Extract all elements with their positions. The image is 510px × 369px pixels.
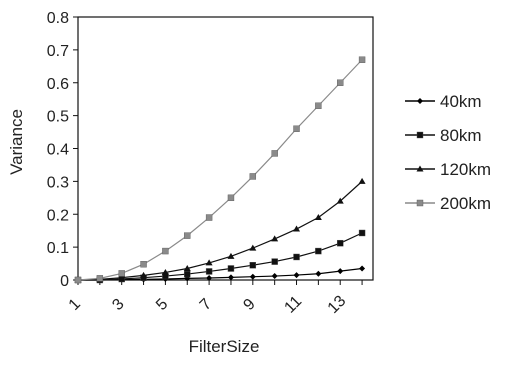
x-tick-label: 7 — [197, 296, 215, 314]
series-line-40km — [78, 267, 363, 281]
data-point-120km — [118, 274, 126, 281]
y-tick-label: 0.1 — [47, 240, 69, 257]
data-point-40km — [293, 272, 300, 279]
y-tick-label: 0 — [60, 273, 69, 290]
y-tick-label: 0.7 — [47, 43, 69, 60]
x-tick-label: 13 — [325, 292, 350, 317]
data-point-120km — [271, 235, 279, 242]
data-point-80km — [227, 265, 235, 272]
data-point-80km — [184, 270, 191, 278]
legend-label-80km: 80km — [440, 126, 482, 145]
data-point-200km — [358, 56, 366, 63]
data-point-80km — [293, 253, 300, 261]
plot-frame — [77, 16, 374, 281]
data-point-200km — [315, 102, 322, 109]
legend: 40km 80km 120km 200km — [405, 92, 491, 213]
data-point-200km — [140, 261, 147, 268]
data-point-200km — [249, 173, 257, 180]
y-axis-label: Variance — [7, 109, 26, 175]
data-point-120km — [358, 177, 366, 184]
data-point-120km — [293, 225, 301, 232]
x-axis-label: FilterSize — [189, 337, 260, 356]
data-point-80km — [358, 229, 366, 237]
data-point-120km — [227, 252, 235, 259]
data-point-200km — [293, 125, 300, 132]
x-tick-label: 1 — [66, 296, 84, 314]
data-point-200km — [271, 150, 278, 157]
data-point-120km — [336, 197, 344, 204]
x-tick-label: 3 — [109, 296, 127, 314]
y-tick-label: 0.5 — [47, 109, 69, 126]
data-point-80km — [315, 247, 322, 255]
data-point-200km — [337, 79, 344, 86]
legend-marker-80km — [416, 131, 424, 139]
series-line-200km — [77, 59, 363, 281]
data-point-120km — [249, 244, 257, 251]
x-tick-label: 11 — [281, 293, 305, 317]
plot-area: 00.10.20.30.40.50.60.70.81 3 5 7 9 11 13 — [47, 10, 374, 317]
legend-marker-40km — [417, 98, 423, 104]
data-point-200km — [118, 270, 125, 277]
y-tick-label: 0.6 — [47, 76, 69, 93]
x-tick-label: 5 — [153, 296, 171, 314]
data-point-120km — [183, 264, 191, 271]
data-point-40km — [206, 275, 213, 282]
data-point-200km — [184, 232, 191, 239]
data-point-120km — [161, 268, 169, 275]
series-line-120km — [77, 180, 363, 281]
data-point-120km — [140, 271, 148, 278]
legend-label-40km: 40km — [440, 92, 482, 111]
series-line-80km — [78, 232, 363, 281]
data-point-40km — [227, 274, 234, 281]
data-point-80km — [337, 239, 344, 247]
data-point-200km — [74, 276, 82, 284]
data-point-40km — [315, 270, 322, 277]
x-tick-label: 9 — [240, 296, 258, 314]
data-point-200km — [227, 194, 235, 202]
legend-marker-200km — [416, 199, 424, 207]
data-point-80km — [249, 262, 257, 269]
legend-label-120km: 120km — [440, 160, 491, 179]
data-point-200km — [96, 275, 104, 282]
y-tick-label: 0.2 — [47, 207, 69, 224]
data-point-80km — [205, 268, 213, 275]
data-point-40km — [359, 265, 366, 272]
data-point-120km — [205, 259, 213, 266]
data-point-120km — [314, 214, 322, 221]
legend-label-200km: 200km — [440, 194, 491, 213]
data-point-40km — [337, 268, 344, 275]
data-point-40km — [271, 273, 278, 280]
legend-marker-120km — [416, 165, 424, 172]
data-point-80km — [271, 258, 278, 265]
data-point-40km — [249, 273, 256, 280]
y-tick-label: 0.4 — [47, 142, 69, 159]
data-point-200km — [162, 247, 169, 255]
y-tick-label: 0.8 — [47, 10, 69, 27]
data-point-200km — [205, 214, 213, 221]
y-tick-label: 0.3 — [47, 174, 69, 191]
